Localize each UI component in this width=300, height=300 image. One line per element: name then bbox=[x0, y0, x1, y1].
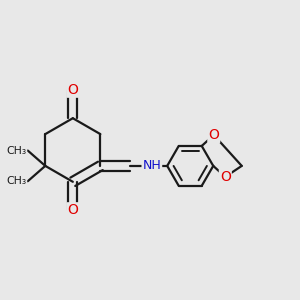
Text: CH₃: CH₃ bbox=[7, 146, 27, 155]
Text: O: O bbox=[220, 170, 231, 184]
Text: CH₃: CH₃ bbox=[7, 176, 27, 186]
Text: NH: NH bbox=[142, 159, 161, 172]
Text: O: O bbox=[68, 203, 78, 217]
Text: O: O bbox=[208, 128, 219, 142]
Text: O: O bbox=[68, 83, 78, 97]
